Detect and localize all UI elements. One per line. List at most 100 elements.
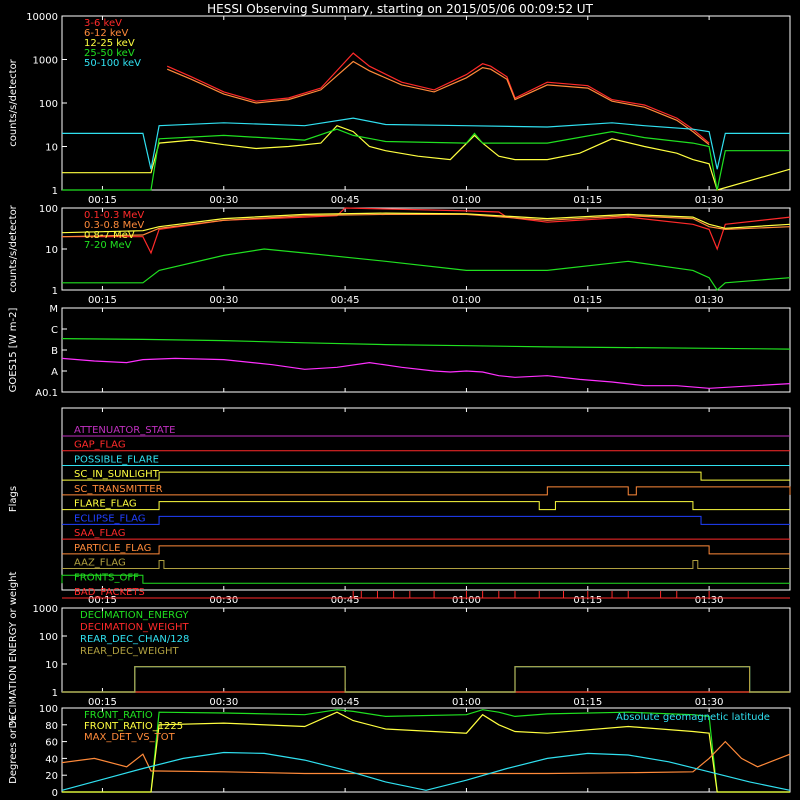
panel-4-x-tick-label: 01:30 bbox=[695, 595, 724, 606]
panel-1-y-tick-label: 1000 bbox=[33, 56, 58, 67]
flag-line bbox=[62, 501, 790, 511]
panel-3-y-tick-label: A bbox=[51, 367, 58, 378]
panel-6-legend-entry: FRONT_RATIO_1225 bbox=[84, 721, 183, 732]
panel-2-x-tick-label: 00:45 bbox=[331, 295, 360, 306]
panel-6-y-tick-label: 0 bbox=[52, 788, 58, 799]
panel-4-x-tick-label: 00:30 bbox=[209, 595, 238, 606]
panel-1-legend-entry: 25-50 keV bbox=[84, 48, 135, 59]
flag-label: AAZ_FLAG bbox=[74, 558, 126, 569]
panel-1-legend-entry: 3-6 keV bbox=[84, 18, 122, 29]
panel-4-x-tick-label: 00:15 bbox=[88, 595, 117, 606]
panel-2-legend-entry: 0.8-7 MeV bbox=[84, 230, 135, 241]
panel-1-legend-entry: 12-25 keV bbox=[84, 38, 135, 49]
panel-2-x-tick-label: 01:15 bbox=[573, 295, 602, 306]
panel-2-y-tick-label: 10 bbox=[45, 245, 58, 256]
panel-5-x-tick-label: 01:15 bbox=[573, 697, 602, 708]
panel-6-y-tick-label: 40 bbox=[45, 754, 58, 765]
panel-4-x-tick-label: 00:45 bbox=[331, 595, 360, 606]
panel-1-legend-entry: 50-100 keV bbox=[84, 58, 141, 69]
panel-1-series-1 bbox=[166, 52, 710, 144]
flag-line bbox=[61, 574, 790, 584]
panel-6-legend-entry: MAX_DET_VS_TOT bbox=[84, 732, 176, 743]
panel-3-series-1 bbox=[61, 338, 791, 350]
panel-3-y-tick-label: A0.1 bbox=[35, 388, 58, 399]
panel-6-series-3 bbox=[61, 740, 791, 775]
panel-4-x-tick-label: 01:15 bbox=[573, 595, 602, 606]
flag-label: FRONTS_OFF bbox=[74, 572, 139, 583]
panel-5-legend-entry: REAR_DEC_CHAN/128 bbox=[80, 634, 189, 645]
panel-6-legend-entry: FRONT_RATIO bbox=[84, 710, 153, 721]
flag-label: SAA_FLAG bbox=[74, 528, 125, 539]
flag-line bbox=[62, 545, 790, 555]
panel-2-y-label: counts/s/detector bbox=[8, 204, 19, 292]
panel-5-x-tick-label: 01:00 bbox=[452, 697, 481, 708]
panel-4-y-label: Flags bbox=[8, 486, 19, 512]
flag-label: ATTENUATOR_STATE bbox=[74, 425, 175, 436]
panel-2-legend-entry: 0.3-0.8 MeV bbox=[84, 220, 144, 231]
panel-1-x-tick-label: 01:00 bbox=[452, 195, 481, 206]
panel-1-series-2 bbox=[166, 60, 710, 146]
panel-6-series-1 bbox=[62, 709, 790, 793]
panel-1-x-tick-label: 00:45 bbox=[331, 195, 360, 206]
panel-2-x-tick-label: 01:30 bbox=[695, 295, 724, 306]
panel-2-series-3 bbox=[61, 212, 791, 234]
panel-6-frame bbox=[61, 707, 791, 793]
panel-3-y-label: GOES15 [W m-2] bbox=[8, 308, 19, 393]
flag-label: POSSIBLE_FLARE bbox=[74, 454, 159, 465]
flag-label: PARTICLE_FLAG bbox=[74, 543, 151, 554]
flag-label: SC_TRANSMITTER bbox=[74, 484, 163, 495]
panel-1-y-label: counts/s/detector bbox=[8, 58, 19, 146]
panel-2-legend-entry: 7-20 MeV bbox=[84, 240, 132, 251]
panel-5-y-tick-label: 1000 bbox=[33, 604, 58, 615]
geomagnetic-latitude-label: Absolute geomagnetic latitude bbox=[616, 712, 770, 723]
panel-3-series-2 bbox=[61, 357, 791, 389]
panel-5-legend-entry: DECIMATION_WEIGHT bbox=[80, 622, 189, 633]
panel-5-x-tick-label: 00:45 bbox=[331, 697, 360, 708]
panels: 00:1500:3000:4501:0001:1501:3001:45count… bbox=[8, 12, 791, 799]
panel-5-x-tick-label: 00:15 bbox=[88, 697, 117, 708]
panel-3-y-tick-label: B bbox=[51, 346, 58, 357]
panel-1-y-tick-label: 1 bbox=[52, 186, 58, 197]
panel-1-legend-entry: 6-12 keV bbox=[84, 28, 128, 39]
panel-5-x-tick-label: 01:30 bbox=[695, 697, 724, 708]
panel-5-legend-entry: REAR_DEC_WEIGHT bbox=[80, 646, 179, 657]
panel-3-y-tick-label: C bbox=[51, 325, 58, 336]
flag-label: SC_IN_SUNLIGHT bbox=[74, 469, 160, 480]
panel-2-x-tick-label: 00:30 bbox=[209, 295, 238, 306]
panel-1-x-tick-label: 01:30 bbox=[695, 195, 724, 206]
panel-2-legend-entry: 0.1-0.3 MeV bbox=[84, 210, 144, 221]
flag-line bbox=[62, 560, 790, 570]
panel-6-series-4 bbox=[61, 751, 791, 791]
panel-3-y-tick-label: M bbox=[49, 304, 58, 315]
panel-2-y-tick-label: 100 bbox=[39, 204, 58, 215]
panel-2-series-4 bbox=[62, 248, 791, 291]
panel-2-x-tick-label: 01:00 bbox=[452, 295, 481, 306]
panel-5-y-tick-label: 10 bbox=[45, 660, 58, 671]
panel-1-series-5 bbox=[62, 117, 790, 170]
panel-5-series-4 bbox=[62, 666, 790, 693]
panel-5-y-label: DECIMATION ENERGY or weight bbox=[8, 571, 19, 728]
flag-line bbox=[62, 515, 790, 525]
panel-1-y-tick-label: 10000 bbox=[26, 12, 58, 23]
panel-1-x-tick-label: 00:15 bbox=[88, 195, 117, 206]
panel-6-y-tick-label: 80 bbox=[45, 721, 58, 732]
flag-line bbox=[62, 486, 791, 496]
flag-label: GAP_FLAG bbox=[74, 440, 126, 451]
panel-6-y-tick-label: 20 bbox=[45, 771, 58, 782]
panel-1-x-tick-label: 01:15 bbox=[573, 195, 602, 206]
panel-5-legend-entry: DECIMATION_ENERGY bbox=[80, 610, 189, 621]
flag-line bbox=[62, 471, 790, 481]
panel-5-y-tick-label: 100 bbox=[39, 632, 58, 643]
figure-title: HESSI Observing Summary, starting on 201… bbox=[207, 2, 593, 16]
panel-1-x-tick-label: 00:30 bbox=[209, 195, 238, 206]
flag-label: BAD_PACKETS bbox=[74, 587, 145, 598]
flag-label: FLARE_FLAG bbox=[74, 499, 137, 510]
panel-1-y-tick-label: 100 bbox=[39, 99, 58, 110]
panel-4-frame bbox=[61, 407, 791, 591]
panel-2-y-tick-label: 1 bbox=[52, 286, 58, 297]
panel-6-y-label: Degrees or % bbox=[8, 716, 19, 784]
panel-1-series-3 bbox=[62, 125, 791, 191]
panel-5-x-tick-label: 00:30 bbox=[209, 697, 238, 708]
panel-2-series-1 bbox=[62, 207, 791, 255]
